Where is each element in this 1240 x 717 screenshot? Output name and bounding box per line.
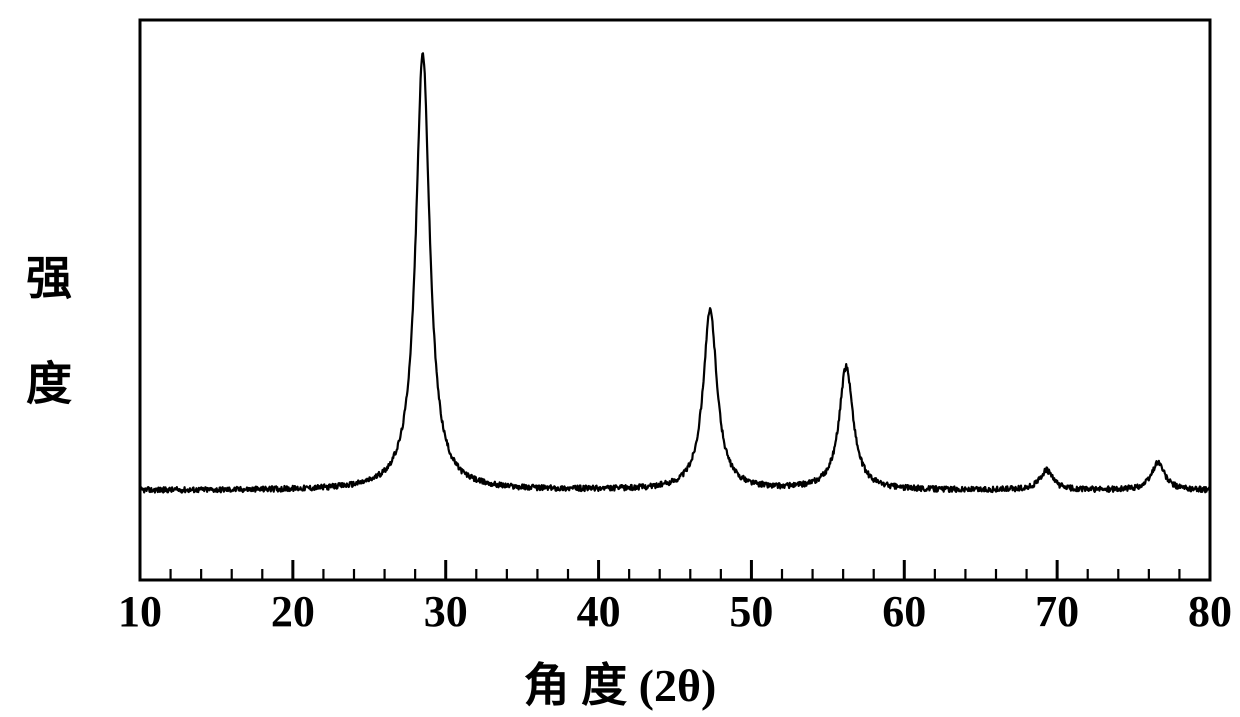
x-tick-label: 60 (882, 586, 926, 637)
x-tick-label: 30 (424, 586, 468, 637)
x-tick-label: 20 (271, 586, 315, 637)
x-tick-label: 50 (729, 586, 773, 637)
x-tick-label: 10 (118, 586, 162, 637)
x-tick-label: 40 (577, 586, 621, 637)
y-axis-label: 强 度 (12, 253, 78, 429)
x-tick-label: 80 (1188, 586, 1232, 637)
x-axis-label: 角 度 (2θ) (0, 649, 1240, 715)
x-tick-label: 70 (1035, 586, 1079, 637)
xrd-chart: 强 度 10 20 30 40 50 60 70 80 角 度 (2θ) (0, 0, 1240, 717)
plot-svg (0, 0, 1240, 640)
